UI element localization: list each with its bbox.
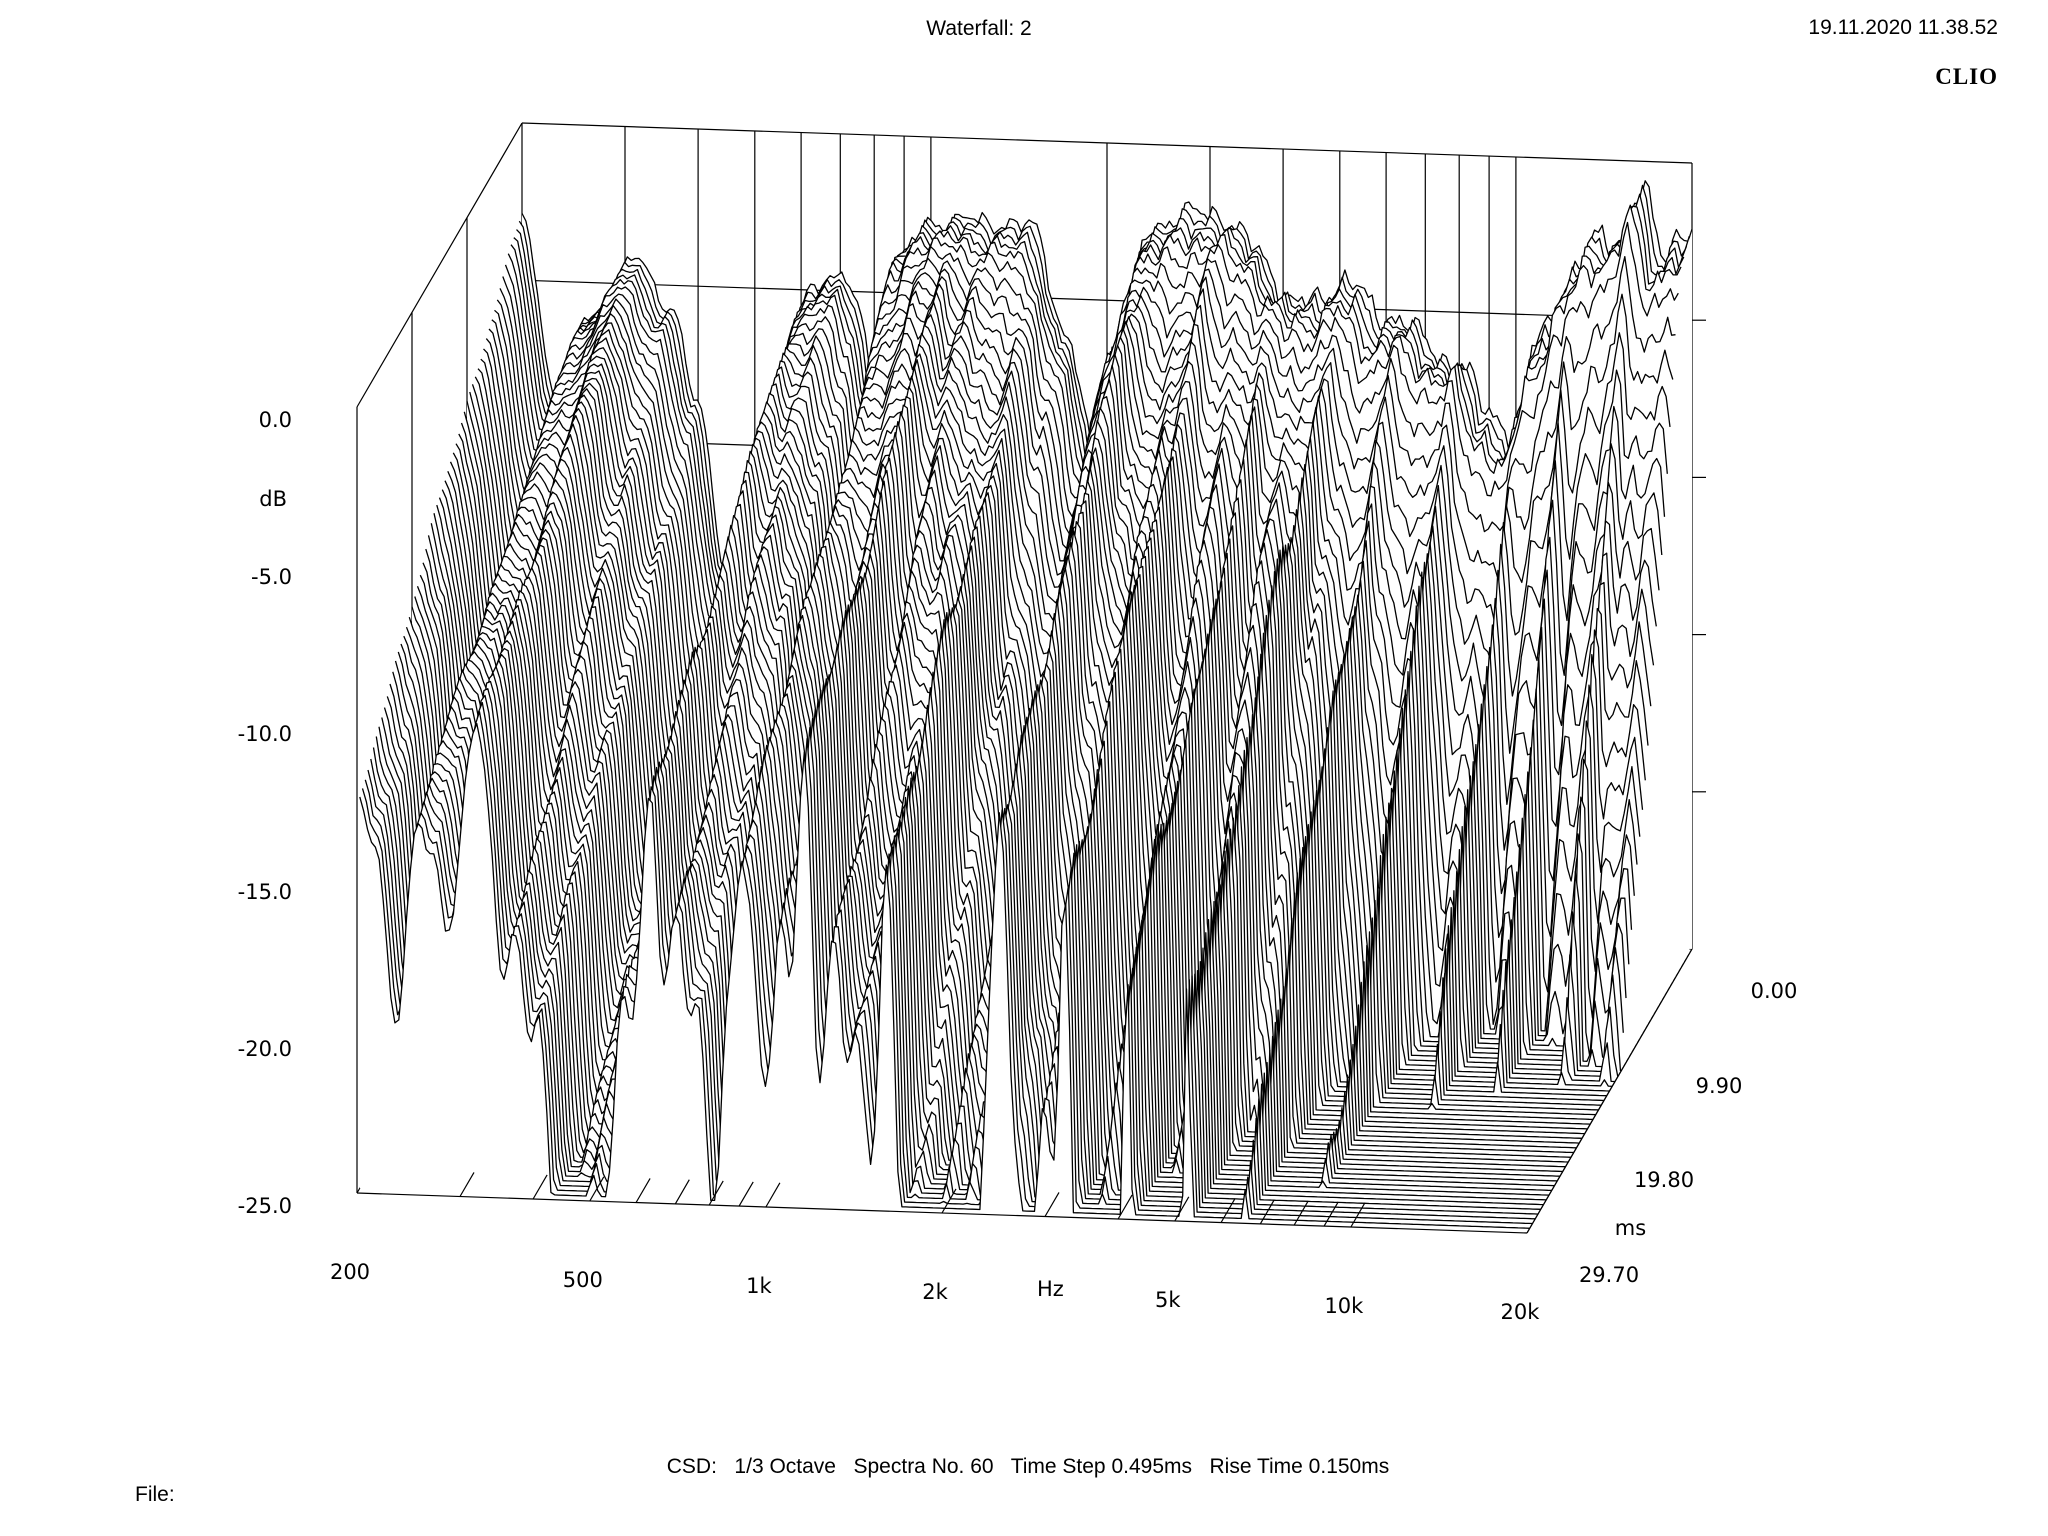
db-tick-label: -20.0 bbox=[237, 1036, 292, 1061]
freq-axis-unit-label: Hz bbox=[1036, 1276, 1064, 1301]
time-tick-label: 19.80 bbox=[1633, 1168, 1695, 1193]
datetime-stamp: 19.11.2020 11.38.52 bbox=[1808, 16, 1998, 39]
freq-tick-label: 2k bbox=[922, 1280, 948, 1304]
measurement-info: CSD: 1/3 Octave Spectra No. 60 Time Step… bbox=[666, 1455, 1390, 1478]
clio-logo: CLIO bbox=[1935, 64, 1998, 89]
time-tick-label: 9.90 bbox=[1695, 1073, 1743, 1098]
waterfall-slices bbox=[359, 180, 1693, 1229]
freq-tick-label: 5k bbox=[1155, 1287, 1181, 1312]
time-axis-unit-label: ms bbox=[1614, 1215, 1647, 1240]
db-axis-unit-label: dB bbox=[259, 486, 287, 511]
file-label: File: bbox=[135, 1483, 175, 1506]
time-tick-label: 0.00 bbox=[1750, 979, 1798, 1003]
db-tick-label: -10.0 bbox=[237, 722, 292, 747]
db-tick-label: -25.0 bbox=[237, 1194, 292, 1218]
db-tick-label: 0.0 bbox=[258, 408, 292, 432]
freq-tick-label: 500 bbox=[562, 1267, 603, 1292]
time-tick-label: 29.70 bbox=[1578, 1263, 1640, 1287]
freq-tick-label: 1k bbox=[746, 1273, 772, 1298]
axis-tick-marks bbox=[459, 948, 1693, 1234]
page-title: Waterfall: 2 bbox=[926, 17, 1032, 40]
freq-tick-label: 200 bbox=[329, 1260, 371, 1284]
db-tick-label: -5.0 bbox=[251, 565, 292, 590]
db-tick-label: -15.0 bbox=[237, 879, 292, 904]
freq-tick-label: 10k bbox=[1324, 1293, 1364, 1318]
freq-tick-label: 20k bbox=[1500, 1300, 1540, 1324]
